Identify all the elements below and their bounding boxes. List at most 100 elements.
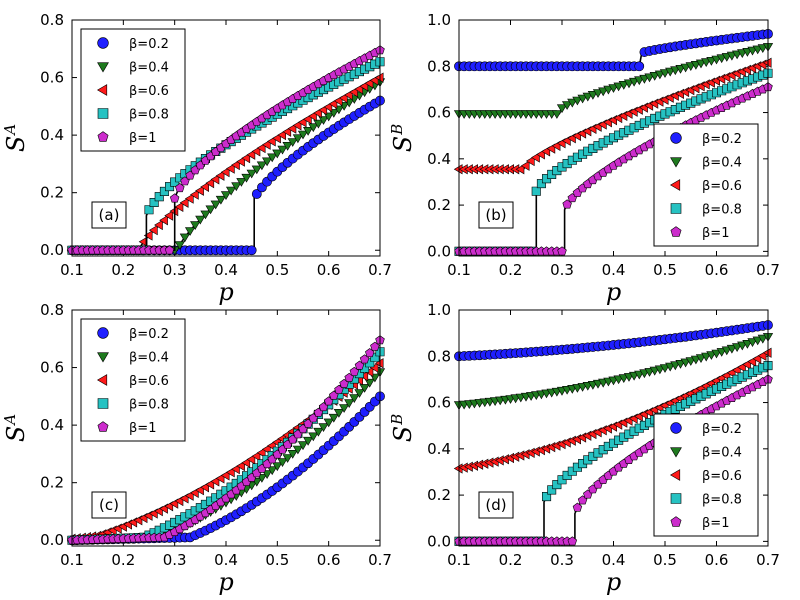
series-β=1 xyxy=(67,335,385,545)
data-point xyxy=(277,458,288,467)
x-tick-label: 0.5 xyxy=(653,551,677,569)
series-β=0.4 xyxy=(453,333,774,411)
data-point xyxy=(210,174,220,185)
data-point xyxy=(572,502,583,512)
data-point xyxy=(251,450,261,462)
data-point xyxy=(323,101,333,113)
legend-label: β=1 xyxy=(702,226,729,241)
data-point xyxy=(344,399,355,408)
plot-frame xyxy=(71,309,381,547)
data-point xyxy=(297,441,309,451)
data-point xyxy=(200,181,209,193)
data-point xyxy=(531,152,540,163)
series-β=0.6 xyxy=(453,347,772,474)
legend-label: β=0.8 xyxy=(129,398,169,413)
y-tick-label: 0.2 xyxy=(427,196,451,214)
legend-marker xyxy=(97,327,109,339)
series-β=0.2 xyxy=(454,320,773,362)
data-point xyxy=(338,404,350,413)
data-point xyxy=(515,164,525,175)
data-point xyxy=(210,200,221,210)
data-point xyxy=(246,149,256,160)
data-point xyxy=(231,463,240,475)
data-point xyxy=(287,138,298,147)
x-tick-label: 0.7 xyxy=(368,551,392,569)
y-tick-label: 1.0 xyxy=(427,11,451,29)
y-tick-label: 0.0 xyxy=(427,242,451,260)
x-tick-label: 0.6 xyxy=(317,261,341,279)
data-point xyxy=(261,157,273,167)
x-tick-label: 0.4 xyxy=(602,551,626,569)
legend-marker xyxy=(670,157,682,168)
legend-label: β=0.8 xyxy=(129,108,169,123)
data-point xyxy=(277,129,287,141)
data-point xyxy=(525,155,535,167)
y-tick-label: 1.0 xyxy=(427,301,451,319)
data-point xyxy=(195,185,204,196)
data-point xyxy=(731,343,743,352)
panel-tag-box xyxy=(478,491,514,519)
data-point xyxy=(557,246,567,256)
data-point xyxy=(148,224,158,236)
panel-c: 0.1 0.2 0.3 0.4 0.5 0.6 0.7 0.0 0.2 0.4 0.6 0.8 p SA β… xyxy=(1,301,392,596)
data-point xyxy=(297,130,309,140)
legend-label: β=0.2 xyxy=(129,37,169,52)
data-point xyxy=(701,352,712,362)
data-point xyxy=(277,145,288,155)
legend-label: β=0.4 xyxy=(129,351,169,366)
data-point xyxy=(598,87,609,97)
legend-marker xyxy=(97,84,108,96)
series-β=0.4 xyxy=(453,43,774,119)
data-point xyxy=(190,221,201,230)
legend-label: β=0.4 xyxy=(129,61,169,76)
data-point xyxy=(205,205,216,215)
data-point xyxy=(572,96,583,106)
data-point xyxy=(272,462,283,472)
panel-tag: (a) xyxy=(99,206,120,224)
y-tick-label: 0.4 xyxy=(40,126,64,144)
data-point xyxy=(246,169,257,179)
data-point xyxy=(328,413,339,423)
legend: β=0.2 β=0.4 β=0.6 β=0.8 β=1 xyxy=(653,123,759,247)
data-point xyxy=(200,210,211,220)
x-tick-label: 0.1 xyxy=(60,261,84,279)
x-tick-label: 0.1 xyxy=(60,551,84,569)
x-tick-label: 0.6 xyxy=(705,551,729,569)
y-tick-label: 0.8 xyxy=(427,347,451,365)
data-point xyxy=(225,163,235,174)
data-point xyxy=(261,139,271,150)
data-point xyxy=(520,160,530,171)
y-tick-label: 0.2 xyxy=(427,486,451,504)
data-point xyxy=(354,389,365,398)
data-point xyxy=(246,245,257,256)
data-point xyxy=(282,454,293,463)
legend-label: β=0.4 xyxy=(702,156,742,171)
x-tick-label: 0.2 xyxy=(499,551,523,569)
data-point xyxy=(282,126,292,137)
data-point xyxy=(164,245,175,255)
data-point xyxy=(567,98,578,108)
series-β=1 xyxy=(454,82,773,256)
legend: β=0.2 β=0.4 β=0.6 β=0.8 β=1 xyxy=(80,318,186,442)
data-point xyxy=(164,210,174,221)
legend-label: β=0.2 xyxy=(702,422,742,437)
data-point xyxy=(567,536,578,546)
data-point xyxy=(256,161,268,171)
legend-label: β=1 xyxy=(702,516,729,531)
x-tick-label: 0.1 xyxy=(447,551,471,569)
x-tick-label: 0.4 xyxy=(214,551,238,569)
legend-marker xyxy=(97,352,109,363)
panel-tag: (b) xyxy=(485,206,506,224)
data-point xyxy=(215,170,225,181)
data-point xyxy=(225,467,235,478)
panel-tag-box xyxy=(91,201,127,229)
data-point xyxy=(154,219,163,231)
x-tick-label: 0.3 xyxy=(550,261,574,279)
data-point xyxy=(742,339,753,349)
data-point xyxy=(308,110,317,122)
x-tick-label: 0.7 xyxy=(368,261,392,279)
series-β=1 xyxy=(67,45,385,255)
y-tick-label: 0.2 xyxy=(40,474,64,492)
panel-tag: (d) xyxy=(485,496,506,514)
data-point xyxy=(231,159,240,171)
